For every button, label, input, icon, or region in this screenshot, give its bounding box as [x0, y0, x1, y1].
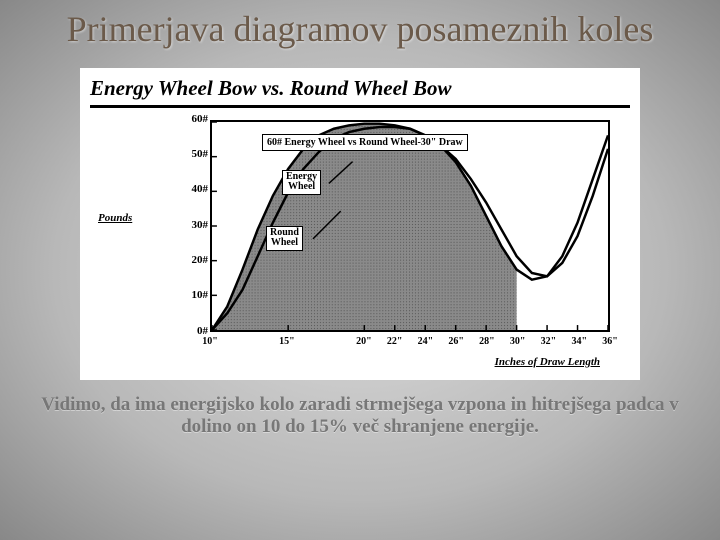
y-tick-label: 10# [178, 289, 208, 301]
y-tick-label: 60# [178, 113, 208, 125]
y-axis-title: Pounds [98, 212, 132, 224]
x-tick-label: 26" [448, 336, 464, 347]
x-tick-label: 10" [202, 336, 218, 347]
plot-frame: 60# Energy Wheel vs Round Wheel-30" Draw… [210, 120, 610, 332]
slide-caption: Vidimo, da ima energijsko kolo zaradi st… [0, 380, 720, 440]
chart-subtitle: 60# Energy Wheel vs Round Wheel-30" Draw [262, 134, 468, 151]
x-tick-label: 30" [510, 336, 526, 347]
slide-title: Primerjava diagramov posameznih koles [0, 0, 720, 50]
y-tick-label: 20# [178, 254, 208, 266]
y-tick-label: 50# [178, 148, 208, 160]
chart-title: Energy Wheel Bow vs. Round Wheel Bow [90, 76, 630, 108]
x-tick-label: 24" [418, 336, 434, 347]
callout-round-wheel: RoundWheel [266, 226, 303, 251]
x-tick-label: 32" [541, 336, 557, 347]
callout-energy-wheel: EnergyWheel [282, 170, 321, 195]
y-tick-label: 40# [178, 183, 208, 195]
x-tick-label: 34" [571, 336, 587, 347]
y-tick-label: 30# [178, 219, 208, 231]
chart-container: Energy Wheel Bow vs. Round Wheel Bow Pou… [80, 68, 640, 380]
x-tick-label: 20" [356, 336, 372, 347]
x-axis-title: Inches of Draw Length [495, 356, 600, 368]
x-tick-label: 28" [479, 336, 495, 347]
chart-area: Pounds 60# Energy Wheel vs Round Wheel-3… [170, 112, 620, 372]
x-tick-label: 36" [602, 336, 618, 347]
x-tick-label: 22" [387, 336, 403, 347]
x-tick-label: 15" [279, 336, 295, 347]
